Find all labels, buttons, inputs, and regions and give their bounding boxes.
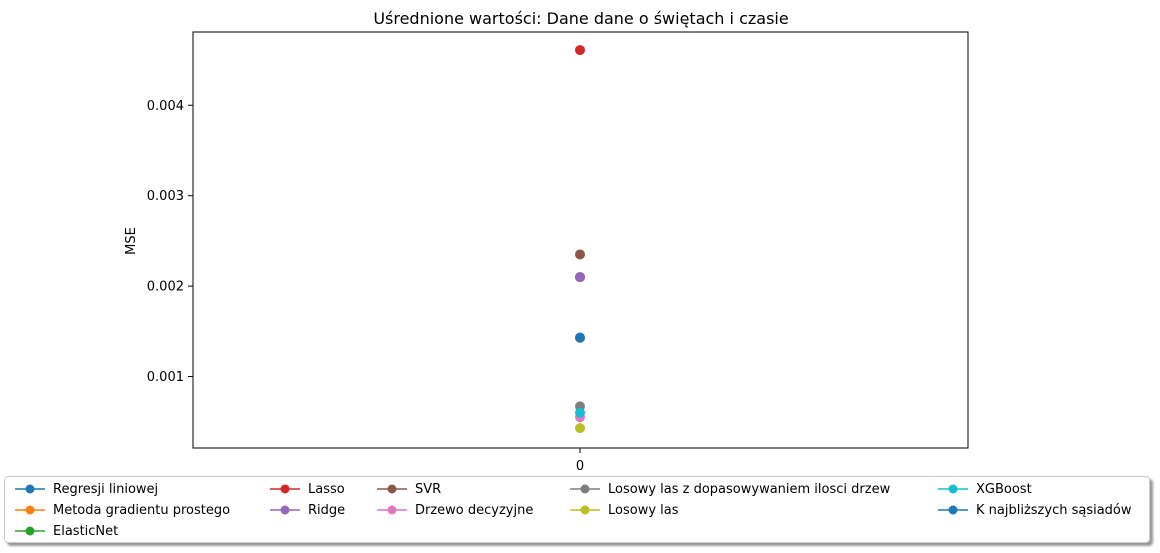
legend-label: Losowy las xyxy=(608,502,679,518)
legend-marker-icon xyxy=(270,505,300,515)
data-point xyxy=(575,249,585,260)
legend-label: ElasticNet xyxy=(53,523,119,539)
x-tick-label: 0 xyxy=(576,459,584,470)
legend-entry: Regresji liniowej xyxy=(15,479,158,499)
y-tick-label: 0.003 xyxy=(147,189,184,204)
legend-marker-icon xyxy=(570,505,600,515)
legend-label: Lasso xyxy=(308,481,345,497)
legend-entry: Metoda gradientu prostego xyxy=(15,500,230,520)
legend-entry: XGBoost xyxy=(938,479,1032,499)
legend-marker-icon xyxy=(377,505,407,515)
y-tick-label: 0.002 xyxy=(147,280,184,295)
x-axis: 0 xyxy=(576,448,584,470)
legend-marker-icon xyxy=(377,484,407,494)
legend-label: SVR xyxy=(415,481,442,497)
data-point xyxy=(575,45,585,56)
data-point xyxy=(575,407,585,418)
data-points xyxy=(575,45,585,434)
legend-entry: K najbliższych sąsiadów xyxy=(938,500,1132,520)
legend-entry: Losowy las z dopasowywaniem ilosci drzew xyxy=(570,479,890,499)
y-tick-label: 0.004 xyxy=(147,99,184,114)
legend-marker-icon xyxy=(15,484,45,494)
data-point xyxy=(575,332,585,343)
legend: Regresji liniowej Metoda gradientu proste… xyxy=(4,476,1150,543)
plot-frame xyxy=(192,31,969,449)
chart-title: Uśrednione wartości: Dane dane o świętac… xyxy=(373,9,788,28)
y-axis: 0.001 0.002 0.003 0.004 xyxy=(147,99,193,385)
legend-entry: Ridge xyxy=(270,500,345,520)
legend-marker-icon xyxy=(570,484,600,494)
legend-entry: ElasticNet xyxy=(15,521,118,541)
legend-marker-icon xyxy=(15,505,45,515)
legend-label: Metoda gradientu prostego xyxy=(53,502,231,518)
legend-marker-icon xyxy=(938,484,968,494)
legend-entry: Lasso xyxy=(270,479,345,499)
data-point xyxy=(575,423,585,434)
legend-label: K najbliższych sąsiadów xyxy=(976,502,1132,518)
legend-marker-icon xyxy=(270,484,300,494)
legend-label: XGBoost xyxy=(976,481,1032,497)
legend-entry: Losowy las xyxy=(570,500,679,520)
legend-label: Ridge xyxy=(308,502,346,518)
legend-entry: SVR xyxy=(377,479,441,499)
legend-marker-icon xyxy=(938,505,968,515)
data-point xyxy=(575,272,585,283)
legend-label: Losowy las z dopasowywaniem ilosci drzew xyxy=(608,481,891,497)
y-axis-label: MSE xyxy=(124,227,139,255)
legend-label: Regresji liniowej xyxy=(53,481,159,497)
legend-label: Drzewo decyzyjne xyxy=(415,502,534,518)
legend-marker-icon xyxy=(15,526,45,536)
chart-area: Uśrednione wartości: Dane dane o świętac… xyxy=(124,9,969,470)
y-tick-label: 0.001 xyxy=(147,370,184,385)
legend-entry: Drzewo decyzyjne xyxy=(377,500,533,520)
